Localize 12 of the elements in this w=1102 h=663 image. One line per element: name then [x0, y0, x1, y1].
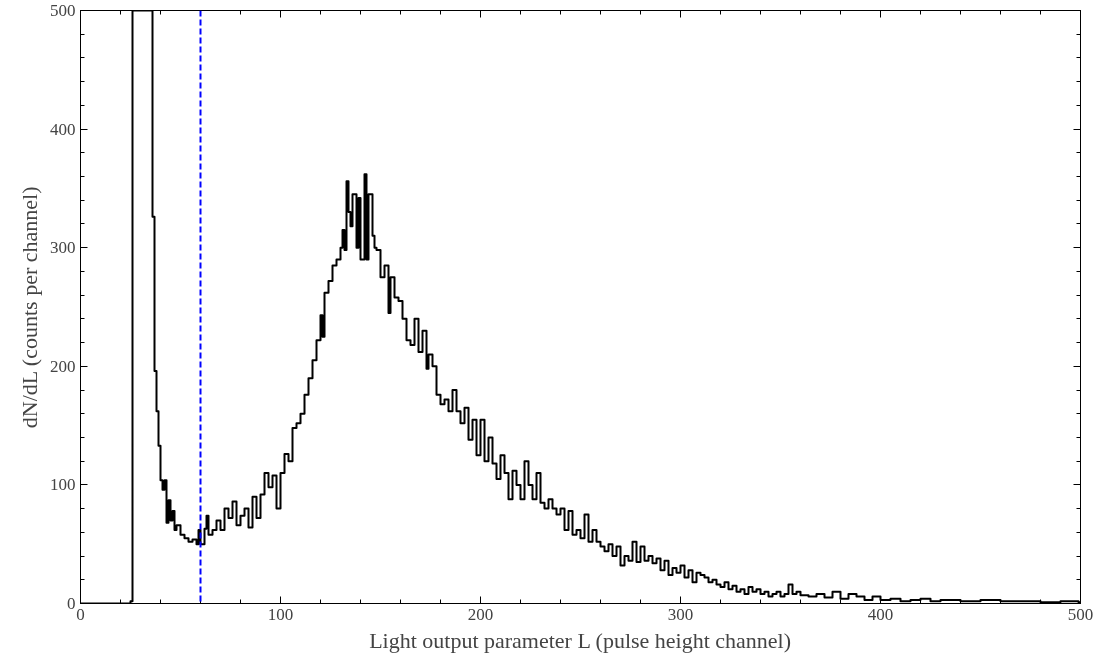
- x-tick-label: 500: [1067, 604, 1094, 624]
- x-tick-label: 400: [867, 604, 894, 624]
- x-axis-title: Light output parameter L (pulse height channel): [369, 627, 792, 653]
- y-tick-label: 100: [50, 475, 76, 495]
- y-tick-label: 300: [50, 238, 76, 258]
- x-tick-label: 100: [267, 604, 294, 624]
- y-tick-label: 500: [50, 1, 76, 20]
- y-tick-label: 400: [50, 119, 76, 139]
- x-tick-label: 300: [667, 604, 694, 624]
- y-axis-title: dN/dL (counts per channel): [17, 186, 42, 429]
- y-tick-label: 200: [50, 356, 76, 376]
- x-tick-label: 200: [467, 604, 494, 624]
